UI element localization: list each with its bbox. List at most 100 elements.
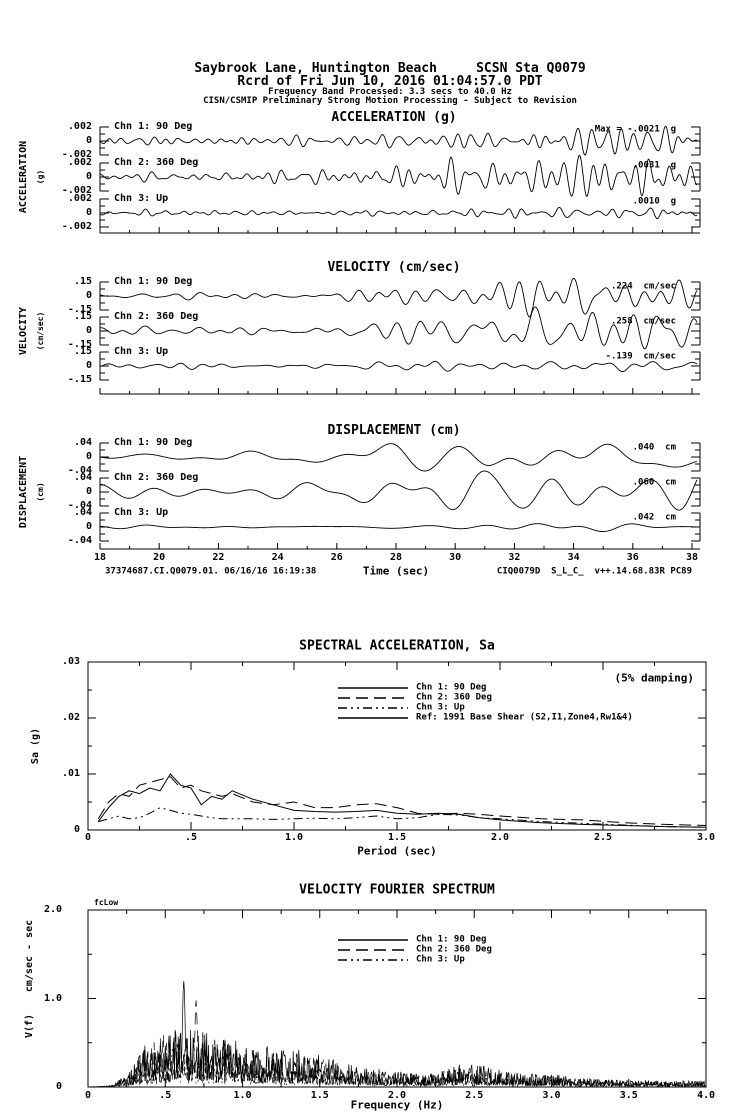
- accel-chn3-max: .0010 g: [632, 196, 676, 207]
- strip-ytick-label: -.04: [67, 500, 92, 511]
- station-title: Saybrook Lane, Huntington Beach SCSN Sta…: [194, 61, 586, 76]
- processing-notice: CISN/CSMIP Preliminary Strong Motion Pro…: [203, 96, 577, 106]
- processing-id-footer: CIQ0079D S_L_C_ v++.14.68.83R PC89: [496, 566, 692, 577]
- strip-ytick-label: 0: [85, 360, 92, 371]
- fourier-xtick-label: 0: [84, 1090, 92, 1101]
- strip-ytick-label: .15: [73, 276, 92, 287]
- vel-chn3-label: Chn 3: Up: [114, 346, 169, 357]
- sa-legend-ref: Ref: 1991 Base Shear (S2,I1,Zone4,Rw1&4): [416, 712, 633, 723]
- sa-ytick-label: .03: [61, 656, 80, 667]
- fourier-xtick-label: 3.0: [542, 1090, 561, 1101]
- strip-ytick-label: .002: [67, 157, 92, 168]
- sa-ytick-label: .01: [61, 768, 80, 779]
- time-tick-label: 24: [271, 552, 284, 563]
- vel-chn3-max: -.139 cm/sec: [605, 351, 676, 362]
- sa-ytick-label: .02: [61, 712, 80, 723]
- acceleration-trace-chn1: [99, 125, 698, 156]
- time-tick-label: 22: [212, 552, 225, 563]
- displacement-title: DISPLACEMENT (cm): [327, 423, 461, 438]
- fourier-xtick-label: 2.5: [465, 1090, 484, 1101]
- sa-series-chn1: [97, 773, 707, 828]
- fourier-legend-chn3: Chn 3: Up: [416, 954, 465, 965]
- strip-ytick-label: 0: [85, 290, 92, 301]
- fourier-ytick-label: 0: [55, 1081, 62, 1092]
- sa-legend-chn1: Chn 1: 90 Deg: [416, 682, 487, 693]
- strip-ytick-label: .04: [73, 437, 92, 448]
- fourier-trace-chn3: [88, 1044, 707, 1088]
- strip-ytick-label: -.04: [67, 465, 92, 476]
- strip-ytick-label: -.15: [67, 304, 92, 315]
- strip-ytick-label: 0: [85, 451, 92, 462]
- sa-xlabel: Period (sec): [357, 844, 437, 858]
- strip-ytick-label: -.002: [61, 185, 92, 196]
- accel-chn1-max: Max = -.0021 g: [594, 124, 676, 135]
- sa-xtick-label: 1.0: [284, 832, 304, 843]
- strip-ytick-label: .15: [73, 311, 92, 322]
- fourier-xtick-label: 3.5: [619, 1090, 638, 1101]
- acceleration-trace-chn3: [99, 206, 698, 220]
- fourier-ytick-label: 2.0: [43, 904, 62, 915]
- time-tick-label: 34: [567, 552, 580, 563]
- strip-ytick-label: -.04: [67, 535, 92, 546]
- fourier-xtick-label: 1.5: [310, 1090, 329, 1101]
- displacement-trace-chn1: [99, 443, 698, 472]
- fourier-ytick-label: 1.0: [43, 992, 62, 1004]
- vel-chn2-label: Chn 2: 360 Deg: [114, 311, 199, 322]
- velocity-trace-chn2: [99, 306, 698, 350]
- strip-ytick-label: -.002: [61, 149, 92, 160]
- sa-ytick-label: 0: [73, 824, 80, 835]
- time-tick-label: 28: [389, 552, 403, 563]
- velocity-trace-chn3: [99, 360, 698, 373]
- fourier-legend-chn1: Chn 1: 90 Deg: [416, 934, 487, 945]
- acceleration-ylabel-units: (g): [36, 169, 45, 185]
- displacement-trace-chn2: [99, 470, 698, 511]
- strip-ytick-label: 0: [85, 171, 92, 182]
- time-axis-label: Time (sec): [362, 564, 430, 578]
- frequency-band-line: Frequency Band Processed: 3.3 secs to 40…: [268, 87, 512, 97]
- strip-ytick-label: -.15: [67, 374, 92, 385]
- strip-ytick-label: 0: [85, 486, 92, 497]
- fourier-frame: [87, 909, 707, 1088]
- time-tick-label: 26: [330, 552, 343, 563]
- accel-chn3-label: Chn 3: Up: [114, 193, 169, 204]
- fourier-legend-chn2: Chn 2: 360 Deg: [416, 944, 492, 955]
- sa-legend-chn3: Chn 3: Up: [416, 702, 465, 713]
- time-tick-label: 20: [153, 552, 166, 563]
- velocity-ylabel: VELOCITY: [18, 306, 29, 356]
- sa-xtick-label: 1.5: [387, 832, 407, 843]
- record-id-footer: 37374687.CI.Q0079.01. 06/16/16 16:19:38: [105, 566, 317, 577]
- fourier-trace-chn2: [88, 1000, 707, 1088]
- accel-chn2-label: Chn 2: 360 Deg: [114, 157, 199, 168]
- disp-chn2-label: Chn 2: 360 Deg: [114, 472, 199, 483]
- strip-ytick-label: -.15: [67, 339, 92, 350]
- velocity-trace-chn1: [99, 277, 698, 318]
- record-timestamp: Rcrd of Fri Jun 10, 2016 01:04:57.0 PDT: [237, 74, 543, 89]
- fourier-xtick-label: 1.0: [233, 1090, 252, 1101]
- fourier-title: VELOCITY FOURIER SPECTRUM: [299, 882, 495, 898]
- time-tick-label: 18: [93, 552, 107, 563]
- strip-ytick-label: .04: [73, 507, 92, 518]
- strip-ytick-label: .002: [67, 121, 92, 132]
- fourier-xlabel: Frequency (Hz): [350, 1098, 444, 1112]
- sa-xtick-label: 2.5: [593, 832, 613, 843]
- sa-xtick-label: .5: [184, 832, 198, 843]
- vel-chn1-max: .224 cm/sec: [610, 281, 676, 292]
- strip-ytick-label: -.002: [61, 221, 92, 232]
- disp-chn1-max: .040 cm: [632, 442, 676, 453]
- acceleration-trace-chn2: [99, 154, 698, 198]
- sa-xtick-label: 3.0: [696, 832, 716, 843]
- sa-title: SPECTRAL ACCELERATION, Sa: [299, 638, 495, 654]
- strip-ytick-label: 0: [85, 207, 92, 218]
- accel-chn2-max: .0031 g: [632, 160, 676, 171]
- disp-chn3-max: .042 cm: [632, 512, 676, 523]
- disp-chn1-label: Chn 1: 90 Deg: [114, 437, 193, 448]
- fourier-xtick-label: 2.0: [387, 1090, 407, 1101]
- sa-xtick-label: 2.0: [490, 832, 510, 843]
- sa-ylabel: Sa (g): [30, 727, 41, 765]
- time-tick-label: 30: [449, 552, 462, 563]
- fclow-marker: fcLow: [94, 898, 119, 907]
- time-tick-label: 32: [508, 552, 521, 563]
- disp-chn3-label: Chn 3: Up: [114, 507, 169, 518]
